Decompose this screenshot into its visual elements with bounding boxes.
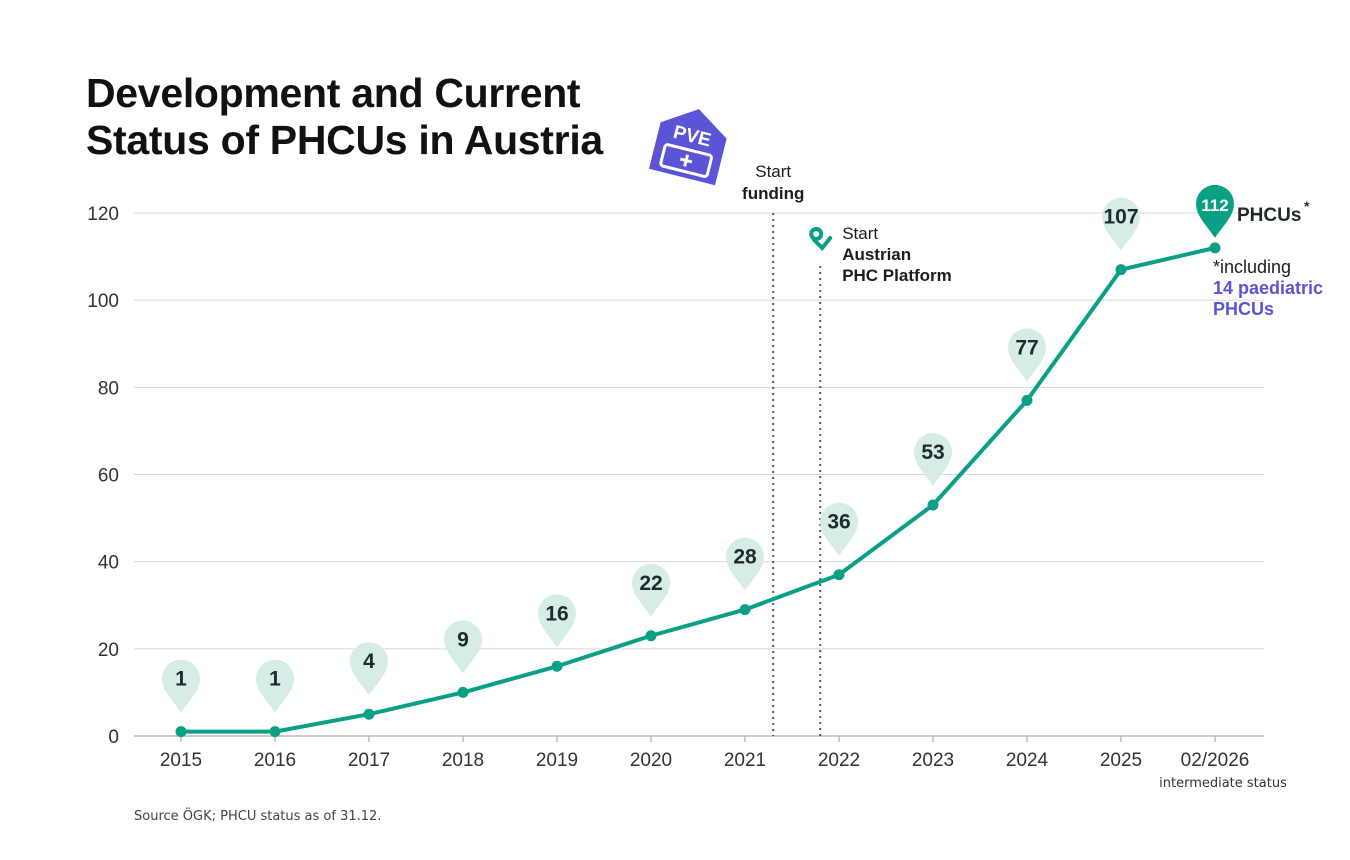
data-label: 22: [639, 572, 662, 595]
x-tick-label: 2019: [536, 750, 578, 771]
pin-marker: [1102, 197, 1140, 251]
data-point: [363, 708, 375, 720]
grid-layer: [134, 212, 1264, 742]
data-point: [739, 604, 751, 616]
data-point: [551, 660, 563, 672]
data-point: [457, 686, 469, 698]
data-point: [1021, 394, 1033, 406]
final-label-mark: *: [1304, 198, 1310, 214]
data-label: 77: [1015, 336, 1038, 359]
annotation-platform-text: Start: [842, 224, 878, 243]
plus-icon: [679, 154, 693, 167]
y-tick-label: 0: [108, 727, 119, 748]
data-point: [1209, 242, 1221, 254]
pve-house-plus-logo: PVE: [649, 109, 727, 186]
pin-marker: [256, 659, 294, 713]
x-tick-label: 02/2026: [1181, 750, 1250, 771]
page-title: Development and Current Status of PHCUs …: [86, 70, 603, 164]
x-tick-label: 2022: [818, 750, 860, 771]
pin-marker: [726, 537, 764, 591]
x-tick-label: 2017: [348, 750, 390, 771]
y-tick-label: 80: [98, 378, 119, 399]
pin-layer: 1 1 4 9 16 22 28 36 53 77 107 112: [162, 184, 1234, 713]
axis-label-layer: 0 20 40 60 80 100 120 2015 2016 2017 2018 2019 2020 2…: [87, 204, 1287, 791]
source-note: Source ÖGK; PHCU status as of 31.12.: [134, 809, 382, 824]
final-label-suffix: PHCUs: [1237, 205, 1301, 226]
data-point: [927, 499, 939, 511]
data-label: 9: [457, 628, 469, 651]
y-tick-label: 120: [87, 204, 119, 225]
pin-marker: [1196, 184, 1234, 238]
data-label: 53: [921, 441, 944, 464]
y-tick-label: 100: [87, 291, 119, 312]
y-tick-label: 60: [98, 466, 119, 487]
footnote-prefix: *including: [1213, 257, 1291, 277]
y-tick-label: 40: [98, 553, 119, 574]
phc-platform-icon: [809, 227, 833, 251]
pin-marker: [820, 502, 858, 556]
footnote-highlight: PHCUs: [1213, 299, 1274, 319]
data-label: 4: [363, 650, 375, 673]
annotation-platform-text: PHC Platform: [842, 266, 952, 285]
x-tick-label: 2024: [1006, 750, 1049, 771]
pin-marker: [350, 642, 388, 696]
data-label: 112: [1201, 196, 1228, 215]
pin-marker: [914, 433, 952, 487]
data-point: [1115, 264, 1127, 276]
logo-card: [659, 143, 713, 178]
data-point: [833, 569, 845, 581]
annotation-lines: [772, 213, 822, 736]
icon-ring: [809, 227, 824, 241]
title-line-1: Development and Current: [86, 70, 581, 116]
title-line-2: Status of PHCUs in Austria: [86, 117, 603, 163]
annotation-platform-text: Austrian: [842, 245, 911, 264]
pin-marker: [444, 620, 482, 674]
x-tick-label: 2015: [160, 750, 202, 771]
series-line: [181, 245, 1216, 734]
data-point: [269, 726, 281, 738]
x-tick-label: 2023: [912, 750, 954, 771]
x-tick-label: 2018: [442, 750, 484, 771]
x-tick-label: 2016: [254, 750, 296, 771]
data-label: 1: [175, 668, 187, 691]
data-label: 107: [1103, 206, 1138, 229]
y-tick-label: 20: [98, 640, 119, 661]
data-label: 1: [269, 668, 281, 691]
x-tick-label: 2021: [724, 750, 766, 771]
annotation-funding-text: funding: [742, 184, 804, 203]
x-tick-label: 2020: [630, 750, 672, 771]
footnote-highlight: 14 paediatric: [1213, 278, 1323, 298]
pin-marker: [162, 659, 200, 713]
data-point: [175, 726, 187, 738]
annotation-funding-text: Start: [755, 162, 791, 181]
pin-marker: [632, 563, 670, 617]
x-sublabel: intermediate status: [1159, 776, 1287, 791]
pin-marker: [538, 594, 576, 648]
icon-stroke: [812, 236, 833, 251]
data-point: [645, 630, 657, 642]
x-tick-label: 2025: [1100, 750, 1142, 771]
pin-marker: [1008, 328, 1046, 382]
series-layer: [175, 242, 1221, 738]
data-label: 28: [733, 546, 757, 569]
data-label: 36: [827, 511, 850, 534]
data-label: 16: [545, 602, 568, 625]
